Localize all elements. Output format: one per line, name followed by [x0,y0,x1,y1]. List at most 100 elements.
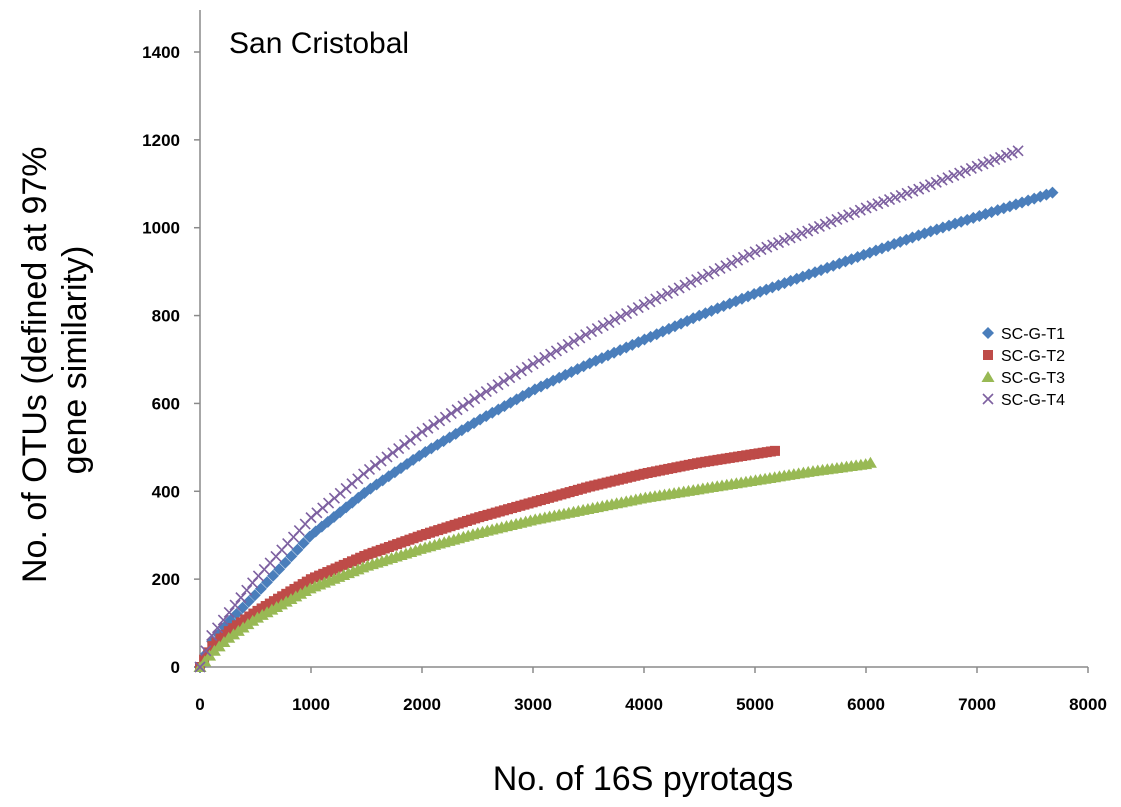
y-axis-title: No. of OTUs (defined at 97% gene similar… [16,137,94,583]
data-point [702,268,714,280]
data-point [211,622,224,634]
data-point [930,176,942,188]
x-tick-label: 2000 [403,695,441,714]
data-point [439,411,451,423]
series-SC-G-T1 [194,186,1059,673]
data-point [936,174,948,186]
data-point [474,389,487,401]
data-point [297,537,310,550]
x-tick-label: 8000 [1069,695,1107,714]
legend-label: SC-G-T3 [1001,370,1065,387]
y-tick-label: 800 [152,307,180,326]
data-point [720,260,732,272]
legend: SC-G-T1 SC-G-T2 SC-G-T3 SC-G-T4 [981,326,1065,409]
data-point [398,438,411,451]
data-point [714,262,726,275]
x-tick-label: 5000 [736,695,774,714]
data-point [650,293,662,305]
data-point [521,361,533,373]
y-tick-label: 200 [152,570,180,589]
data-point [644,296,656,308]
data-point [545,348,557,360]
data-point [839,255,852,268]
y-tick-label: 0 [171,658,180,677]
data-point [778,234,790,246]
data-point [854,204,866,216]
data-point [451,404,463,416]
data-point [901,187,913,199]
data-point [790,230,802,242]
legend-marker [981,371,995,382]
data-point [767,239,779,251]
y-tick-label: 600 [152,394,180,413]
data-point [585,326,598,338]
data-point [863,456,877,468]
data-point [831,213,843,226]
y-axis-title-line-1: No. of OTUs (defined at 97% [16,146,54,583]
data-point [819,218,831,230]
data-point [994,151,1007,163]
data-point [895,189,907,201]
data-point [198,655,212,667]
data-point [965,162,977,175]
data-point [726,257,738,269]
data-point [743,249,755,261]
data-point [878,196,890,208]
data-point [872,198,884,210]
y-tick-label: 1000 [142,219,180,238]
data-point [217,614,229,626]
data-point [434,415,446,427]
data-point [603,317,615,329]
legend-item: SC-G-T1 [982,326,1065,343]
data-point [860,202,872,214]
y-tick-label: 400 [152,482,180,501]
legend-item: SC-G-T2 [983,348,1065,365]
x-axis-title: No. of 16S pyrotags [493,760,794,798]
data-point [667,285,679,297]
data-point [977,158,989,170]
data-point [737,251,749,263]
data-point [769,445,780,456]
data-point [807,223,820,235]
x-tick-label: 3000 [514,695,552,714]
data-point [907,185,919,197]
data-point [369,459,381,471]
data-point [989,154,1001,166]
data-point [416,426,428,438]
x-tick-label: 7000 [958,695,996,714]
data-point [615,310,627,323]
data-point [267,569,280,582]
data-point [620,307,633,320]
data-point [235,592,247,604]
data-point [913,183,925,195]
data-point [591,323,603,335]
data-point [772,237,785,249]
x-tick-label: 0 [195,695,204,714]
chart-title: San Cristobal [229,27,409,60]
data-point [236,601,249,614]
data-point [924,179,936,191]
data-point [291,543,304,556]
data-point [375,455,387,467]
data-point [983,156,995,168]
legend-label: SC-G-T1 [1001,326,1065,343]
data-point [279,556,292,569]
axes: 0 200 400 600 800 1000 1200 1400 0 1000 2000 3000 40… [142,10,1107,714]
data-point [919,181,931,193]
series-SC-G-T2 [195,445,780,672]
data-point [609,314,621,326]
y-tick-label: 1200 [142,131,180,150]
data-point [200,645,212,657]
data-point [480,386,492,398]
data-point [504,372,516,384]
data-point [393,443,405,455]
x-tick-label: 4000 [625,695,663,714]
x-tick-label: 1000 [292,695,330,714]
series-SC-G-T4 [194,145,1024,673]
data-point [574,332,586,344]
data-point [954,167,966,179]
data-point [492,379,504,391]
data-point [749,246,761,258]
data-point [691,274,703,286]
